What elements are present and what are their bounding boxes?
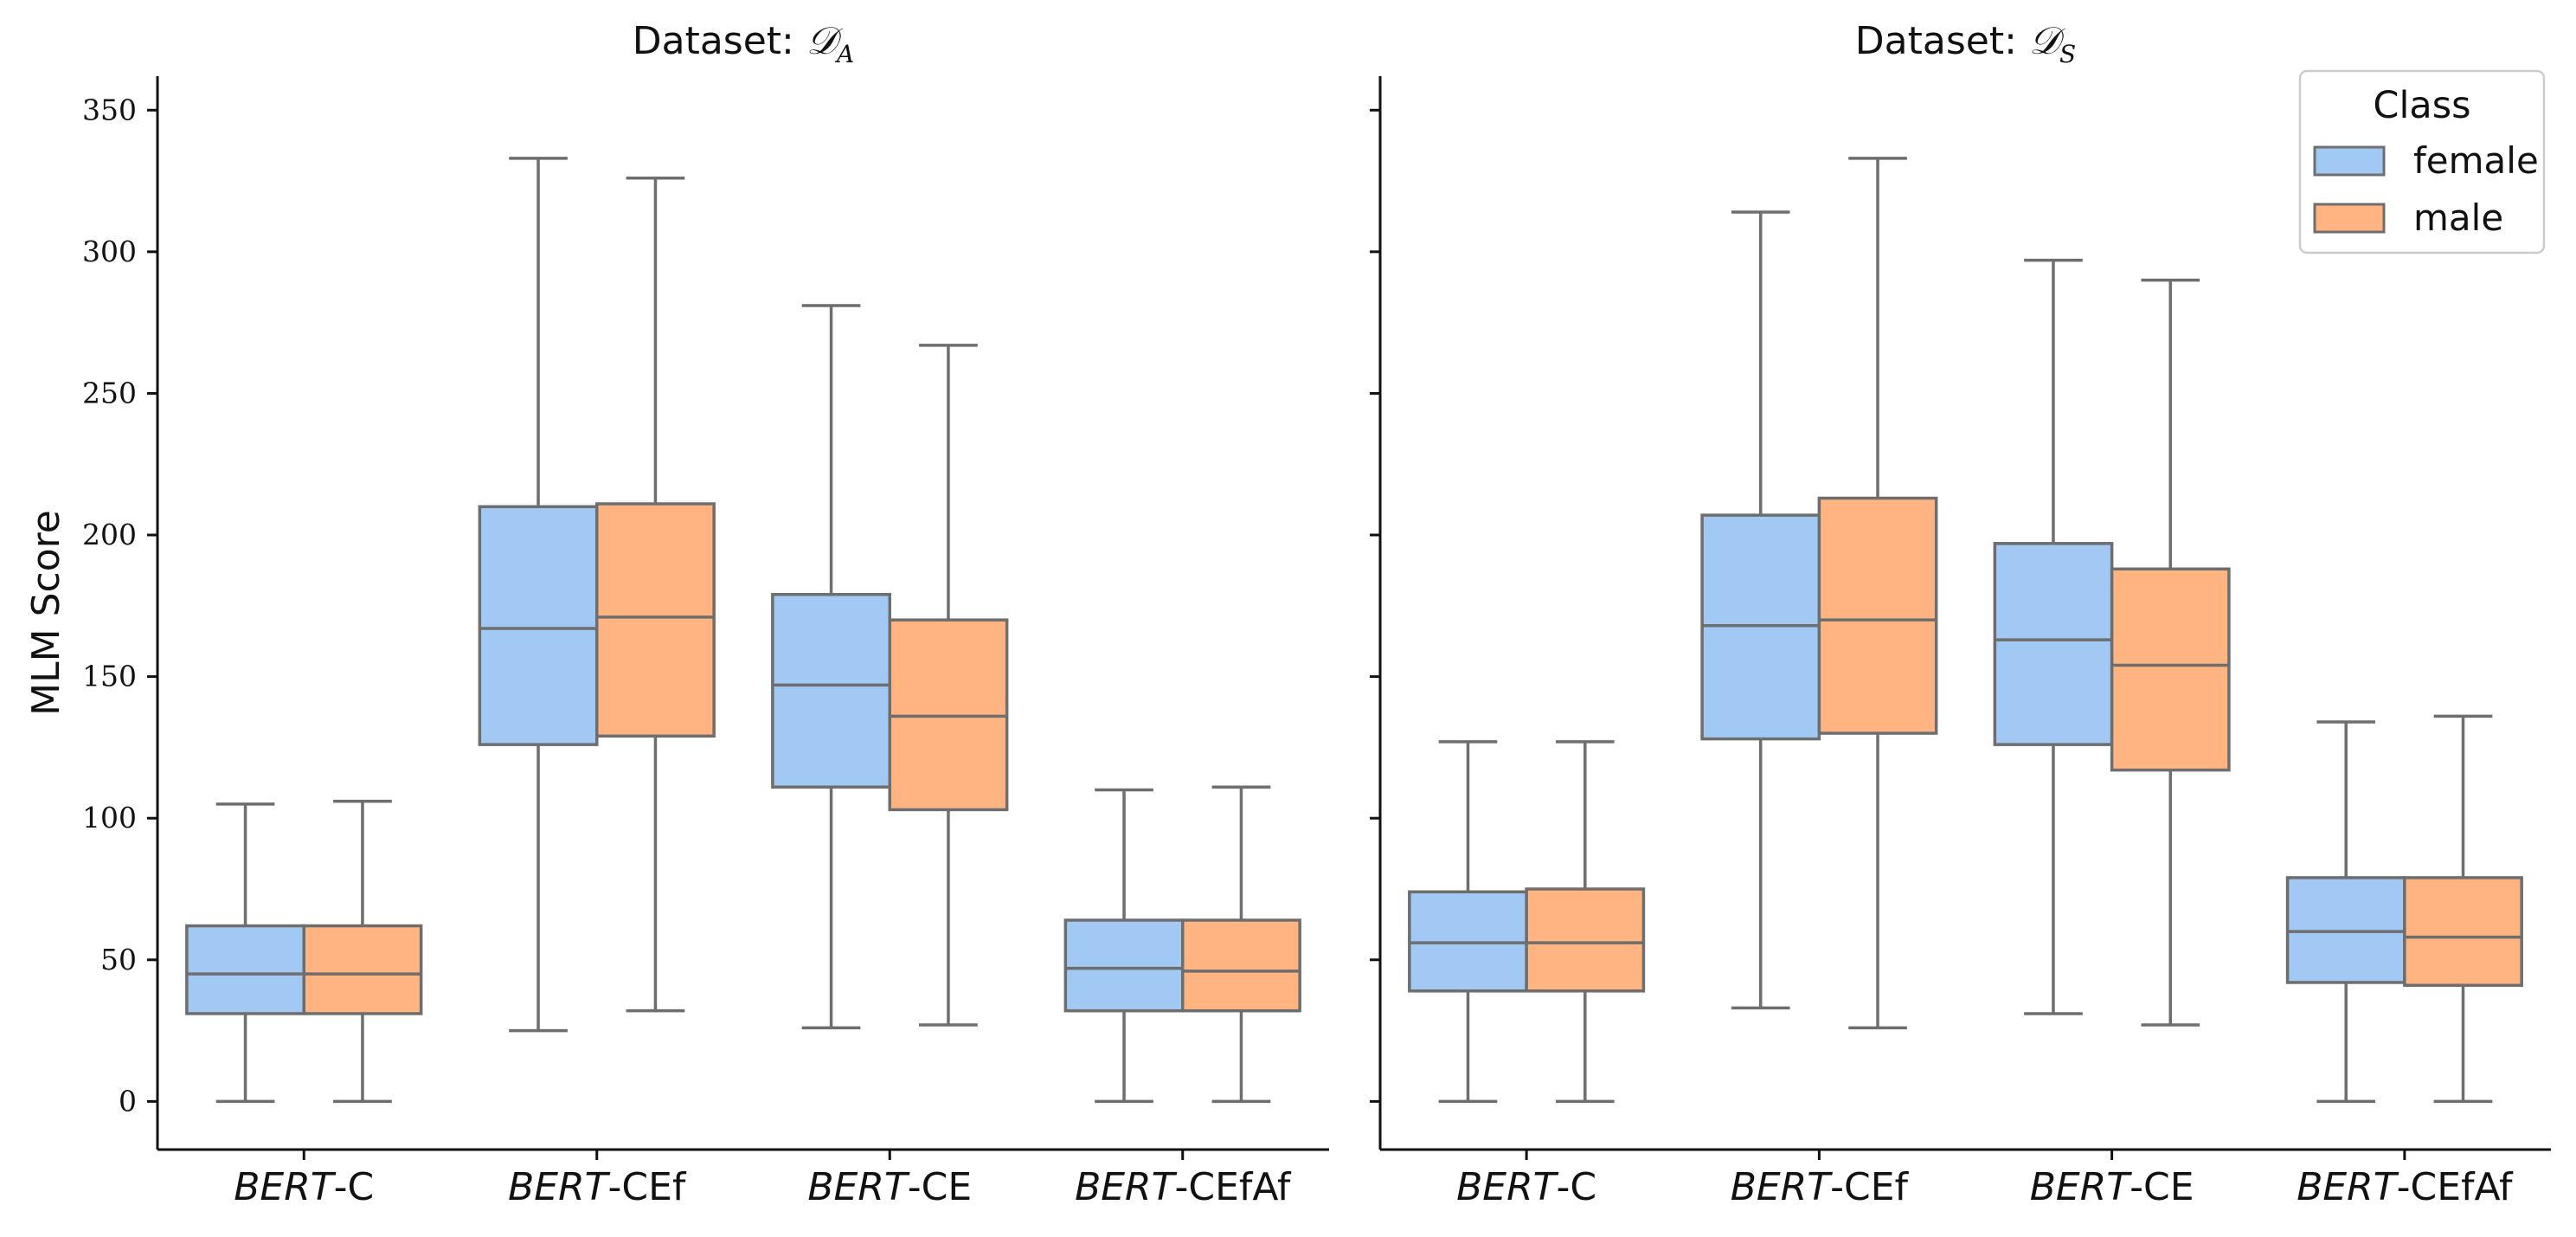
legend-swatch-female — [2313, 145, 2386, 177]
panel-dataset-s: Dataset: 𝒟S BERT-C BERT-CEf BERT-CE BERT-CE… — [1370, 19, 2551, 1209]
box-male-3 — [2110, 278, 2231, 1027]
y-tick-label: 100 — [82, 801, 137, 834]
panel-dataset-a: Dataset: 𝒟A MLM Score 0 50 100 150 200 250 300… — [24, 19, 1329, 1209]
x-tick-label-variant: -CEf — [608, 1165, 687, 1209]
box-female-4 — [1063, 788, 1185, 1104]
y-tick-label: 150 — [82, 660, 137, 693]
y-tick-label: 50 — [100, 943, 137, 976]
title-subscript: A — [834, 40, 854, 68]
x-tick-label-model: BERT — [2030, 1165, 2133, 1209]
x-tick-label: BERT-CE — [807, 1165, 972, 1209]
x-tick-label-model: BERT — [1456, 1165, 1559, 1209]
x-tick-label-variant: -CE — [908, 1165, 972, 1209]
box-male-1 — [302, 799, 423, 1104]
legend: Class female male — [2298, 69, 2546, 254]
box-male-4 — [1181, 785, 1301, 1104]
x-tick-label-variant: -C — [1557, 1165, 1597, 1209]
x-tick-label-variant: -CEf — [1830, 1165, 1909, 1209]
axes-dataset-s — [1378, 76, 2551, 1151]
y-axis-label: MLM Score — [24, 510, 68, 716]
legend-label-male: male — [2413, 197, 2503, 239]
y-tick-label: 300 — [82, 235, 137, 268]
box-female-2 — [478, 157, 599, 1033]
iqr-box — [302, 924, 423, 1015]
boxes-dataset-s — [1408, 157, 2523, 1104]
x-tick-label: BERT-CEf — [1731, 1165, 1910, 1209]
box-female-4 — [2285, 720, 2406, 1104]
x-tick-label-variant: -CEfAf — [2397, 1165, 2514, 1209]
box-female-3 — [771, 304, 891, 1030]
iqr-box — [2403, 876, 2523, 987]
x-tick-label-model: BERT — [1075, 1165, 1178, 1209]
x-tick-label: BERT-CEfAf — [1075, 1165, 1292, 1209]
x-tick-label-variant: -CEfAf — [1175, 1165, 1292, 1209]
box-female-1 — [185, 802, 305, 1104]
axes-dataset-a — [156, 76, 1329, 1151]
x-tick-label: BERT-CE — [2030, 1165, 2194, 1209]
box-female-2 — [1700, 210, 1821, 1010]
x-tick-label-model: BERT — [807, 1165, 910, 1209]
x-tick-label: BERT-CEfAf — [2297, 1165, 2514, 1209]
x-ticks-dataset-a: BERT-C BERT-CEf BERT-CE BERT-CEfAf — [234, 1150, 1292, 1209]
iqr-box — [1063, 918, 1185, 1013]
iqr-box — [185, 924, 305, 1015]
y-tick-label: 350 — [82, 93, 137, 126]
x-tick-label: BERT-CEf — [508, 1165, 687, 1209]
legend-title: Class — [2373, 84, 2470, 127]
iqr-box — [1993, 542, 2114, 746]
iqr-box — [1525, 887, 1646, 993]
x-tick-label-model: BERT — [2297, 1165, 2399, 1209]
box-male-2 — [1817, 157, 1938, 1030]
title-subscript: S — [2059, 40, 2076, 68]
iqr-box — [1181, 918, 1301, 1013]
box-male-1 — [1525, 740, 1646, 1104]
x-tick-label: BERT-C — [1456, 1165, 1596, 1209]
y-tick-label: 0 — [119, 1084, 137, 1118]
x-tick-label-model: BERT — [1731, 1165, 1834, 1209]
x-tick-label-model: BERT — [234, 1165, 337, 1209]
panel-title-dataset-a: Dataset: 𝒟A — [633, 19, 854, 68]
boxes-dataset-a — [185, 157, 1301, 1104]
box-female-1 — [1408, 740, 1528, 1104]
y-ticks-dataset-s — [1370, 108, 1380, 1103]
iqr-box — [771, 592, 891, 789]
x-tick-label-variant: -CE — [2130, 1165, 2194, 1209]
legend-swatch-male — [2313, 203, 2386, 234]
y-ticks-dataset-a: 0 50 100 150 200 250 300 350 — [82, 93, 157, 1118]
iqr-box — [478, 505, 599, 746]
x-tick-label: BERT-C — [234, 1165, 374, 1209]
box-male-3 — [888, 344, 1009, 1027]
iqr-box — [1817, 496, 1938, 735]
box-female-3 — [1993, 258, 2114, 1015]
y-tick-label: 200 — [82, 518, 137, 551]
iqr-box — [595, 502, 716, 738]
box-male-4 — [2403, 714, 2523, 1104]
legend-label-female: female — [2413, 139, 2539, 182]
box-male-2 — [595, 177, 716, 1013]
title-prefix: Dataset: — [1855, 19, 2029, 63]
x-tick-label-model: BERT — [508, 1165, 611, 1209]
title-prefix: Dataset: — [633, 19, 806, 63]
panel-title-dataset-s: Dataset: 𝒟S — [1855, 19, 2076, 68]
x-tick-label-variant: -C — [334, 1165, 375, 1209]
y-tick-label: 250 — [82, 376, 137, 409]
x-ticks-dataset-s: BERT-C BERT-CEf BERT-CE BERT-CEfAf — [1456, 1150, 2514, 1209]
iqr-box — [2110, 567, 2231, 772]
